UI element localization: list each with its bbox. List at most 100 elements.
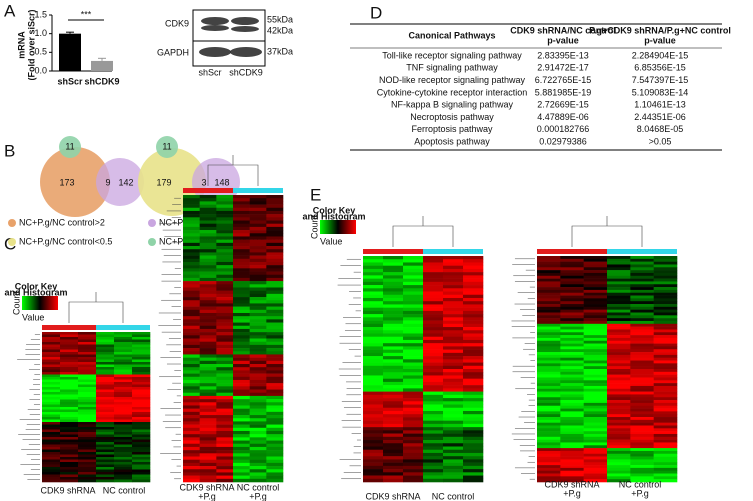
key-title: Color Key <box>313 205 356 215</box>
heat-cell <box>216 367 234 371</box>
heat-cell <box>583 275 608 279</box>
heat-cell <box>537 431 561 435</box>
heat-cell <box>383 430 404 434</box>
heat-cell <box>233 230 250 234</box>
heat-cell <box>463 359 484 363</box>
heat-cell <box>114 459 133 463</box>
heat-cell <box>653 479 678 483</box>
heat-cell <box>96 374 115 378</box>
heat-cell <box>114 394 133 398</box>
heat-cell <box>403 262 424 266</box>
heat-cell <box>537 383 561 387</box>
heat-cell <box>363 281 384 286</box>
heat-cell <box>423 423 444 428</box>
heat-cell <box>463 343 484 347</box>
table-cell: 4.47889E-06 <box>537 112 589 122</box>
heat-cell <box>216 242 234 247</box>
heat-cell <box>216 437 234 441</box>
heat-cell <box>653 436 678 440</box>
heat-cell <box>653 473 678 477</box>
heat-cell <box>78 417 97 420</box>
heat-cell <box>216 198 234 202</box>
heat-cell <box>199 195 217 199</box>
heat-cell <box>607 428 631 432</box>
heat-cell <box>463 259 484 263</box>
heat-cell <box>249 195 267 199</box>
heat-cell <box>78 477 97 480</box>
heat-cell <box>443 433 464 438</box>
heat-cell <box>443 391 464 396</box>
heat-cell <box>423 333 444 338</box>
heat-cell <box>233 284 250 288</box>
heat-cell <box>60 384 79 388</box>
heat-cell <box>249 383 267 387</box>
heat-cell <box>560 465 584 469</box>
heat-cell <box>233 328 250 333</box>
heat-cell <box>114 332 133 335</box>
heat-cell <box>653 450 678 455</box>
heat-cell <box>560 456 584 460</box>
heat-cell <box>607 270 631 274</box>
heat-cell <box>114 437 133 440</box>
heat-cell <box>560 462 584 466</box>
heat-cell <box>216 271 234 276</box>
heat-cell <box>96 472 115 475</box>
heat-cell <box>114 387 133 390</box>
heat-cell <box>383 268 404 273</box>
heat-cell <box>96 352 115 355</box>
heat-cell <box>42 344 61 348</box>
heat-cell <box>266 357 284 362</box>
heat-cell <box>199 309 217 314</box>
heat-cell <box>537 467 561 471</box>
heat-cell <box>383 362 404 367</box>
heat-cell <box>233 236 250 240</box>
heat-cell <box>42 439 61 443</box>
heat-cell <box>383 304 404 308</box>
heat-cell <box>537 456 561 460</box>
heat-cell <box>233 411 250 416</box>
heat-cell <box>403 423 424 428</box>
heat-cell <box>114 444 133 448</box>
heat-cell <box>114 374 133 378</box>
heat-cell <box>583 436 608 440</box>
heat-cell <box>537 397 561 401</box>
heat-cell <box>583 315 608 319</box>
heat-cell <box>363 427 384 431</box>
heat-cell <box>60 382 79 385</box>
heat-cell <box>583 371 608 375</box>
heat-cell <box>403 327 424 331</box>
heat-cell <box>216 415 234 419</box>
heat-cell <box>423 446 444 451</box>
heat-cell <box>443 459 464 463</box>
heat-cell <box>233 434 250 438</box>
heat-cell <box>463 452 484 457</box>
heat-cell <box>363 262 384 266</box>
heat-cell <box>114 462 133 465</box>
heat-cell <box>583 292 608 296</box>
heat-cell <box>537 366 561 370</box>
heat-cell <box>463 346 484 350</box>
heat-cell <box>537 357 561 361</box>
heat-cell <box>199 226 217 231</box>
heat-cell <box>607 402 631 407</box>
heat-cell <box>607 287 631 291</box>
heat-cell <box>653 456 678 460</box>
heat-cell <box>383 469 404 473</box>
heat-cell <box>266 322 284 327</box>
heat-cell <box>132 457 151 460</box>
heat-cell <box>249 402 267 406</box>
heat-cell <box>96 359 115 363</box>
heat-cell <box>403 333 424 338</box>
heat-cell <box>653 326 678 330</box>
heat-cell <box>42 424 61 428</box>
heat-cell <box>233 408 250 413</box>
heat-cell <box>363 369 384 373</box>
heat-cell <box>132 404 151 408</box>
heat-cell <box>583 304 608 308</box>
heat-cell <box>78 344 97 348</box>
heat-cell <box>583 267 608 271</box>
heat-cell <box>132 449 151 453</box>
heat-cell <box>114 352 133 355</box>
heat-cell <box>443 381 464 386</box>
heat-cell <box>199 421 217 425</box>
